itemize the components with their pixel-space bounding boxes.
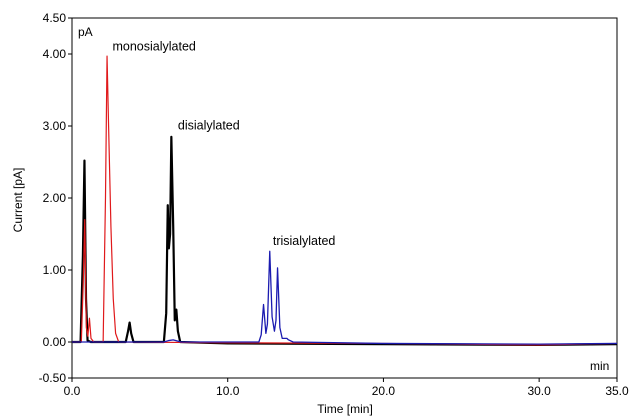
plot-border bbox=[71, 17, 618, 379]
x-tick-label: 35.0 bbox=[605, 384, 629, 398]
y-axis-title: Current [pA] bbox=[11, 168, 25, 233]
x-tick-label: 0.0 bbox=[64, 384, 81, 398]
x-tick-label: 20.0 bbox=[372, 384, 396, 398]
plot-area bbox=[71, 17, 618, 379]
peak-annotation: monosialylated bbox=[112, 39, 195, 53]
y-tick-label: 1.00 bbox=[43, 263, 67, 277]
y-unit-label: pA bbox=[78, 25, 93, 39]
y-tick-label: 2.00 bbox=[43, 191, 67, 205]
y-tick-label: 3.00 bbox=[43, 119, 67, 133]
y-tick-label: -0.50 bbox=[39, 371, 67, 385]
annotation-layer: monosialylated disialylated trisialylated bbox=[112, 39, 335, 247]
series-line-1 bbox=[72, 55, 618, 346]
x-axis-title: Time [min] bbox=[317, 402, 373, 416]
series-line-2 bbox=[72, 250, 618, 345]
y-tick-label: 4.00 bbox=[43, 47, 67, 61]
axes-layer: -0.50 0.00 1.00 2.00 3.00 4.00 4.50 0.0 10.0 20.0… bbox=[39, 11, 629, 398]
series-line-0 bbox=[72, 135, 618, 346]
x-tick-label: 30.0 bbox=[527, 384, 551, 398]
series-layer bbox=[72, 55, 618, 346]
y-tick-label: 4.50 bbox=[43, 11, 67, 25]
peak-annotation: disialylated bbox=[178, 119, 240, 133]
peak-annotation: trisialylated bbox=[273, 234, 336, 248]
y-tick-label: 0.00 bbox=[43, 335, 67, 349]
x-unit-label: min bbox=[590, 359, 609, 373]
x-tick-label: 10.0 bbox=[216, 384, 240, 398]
